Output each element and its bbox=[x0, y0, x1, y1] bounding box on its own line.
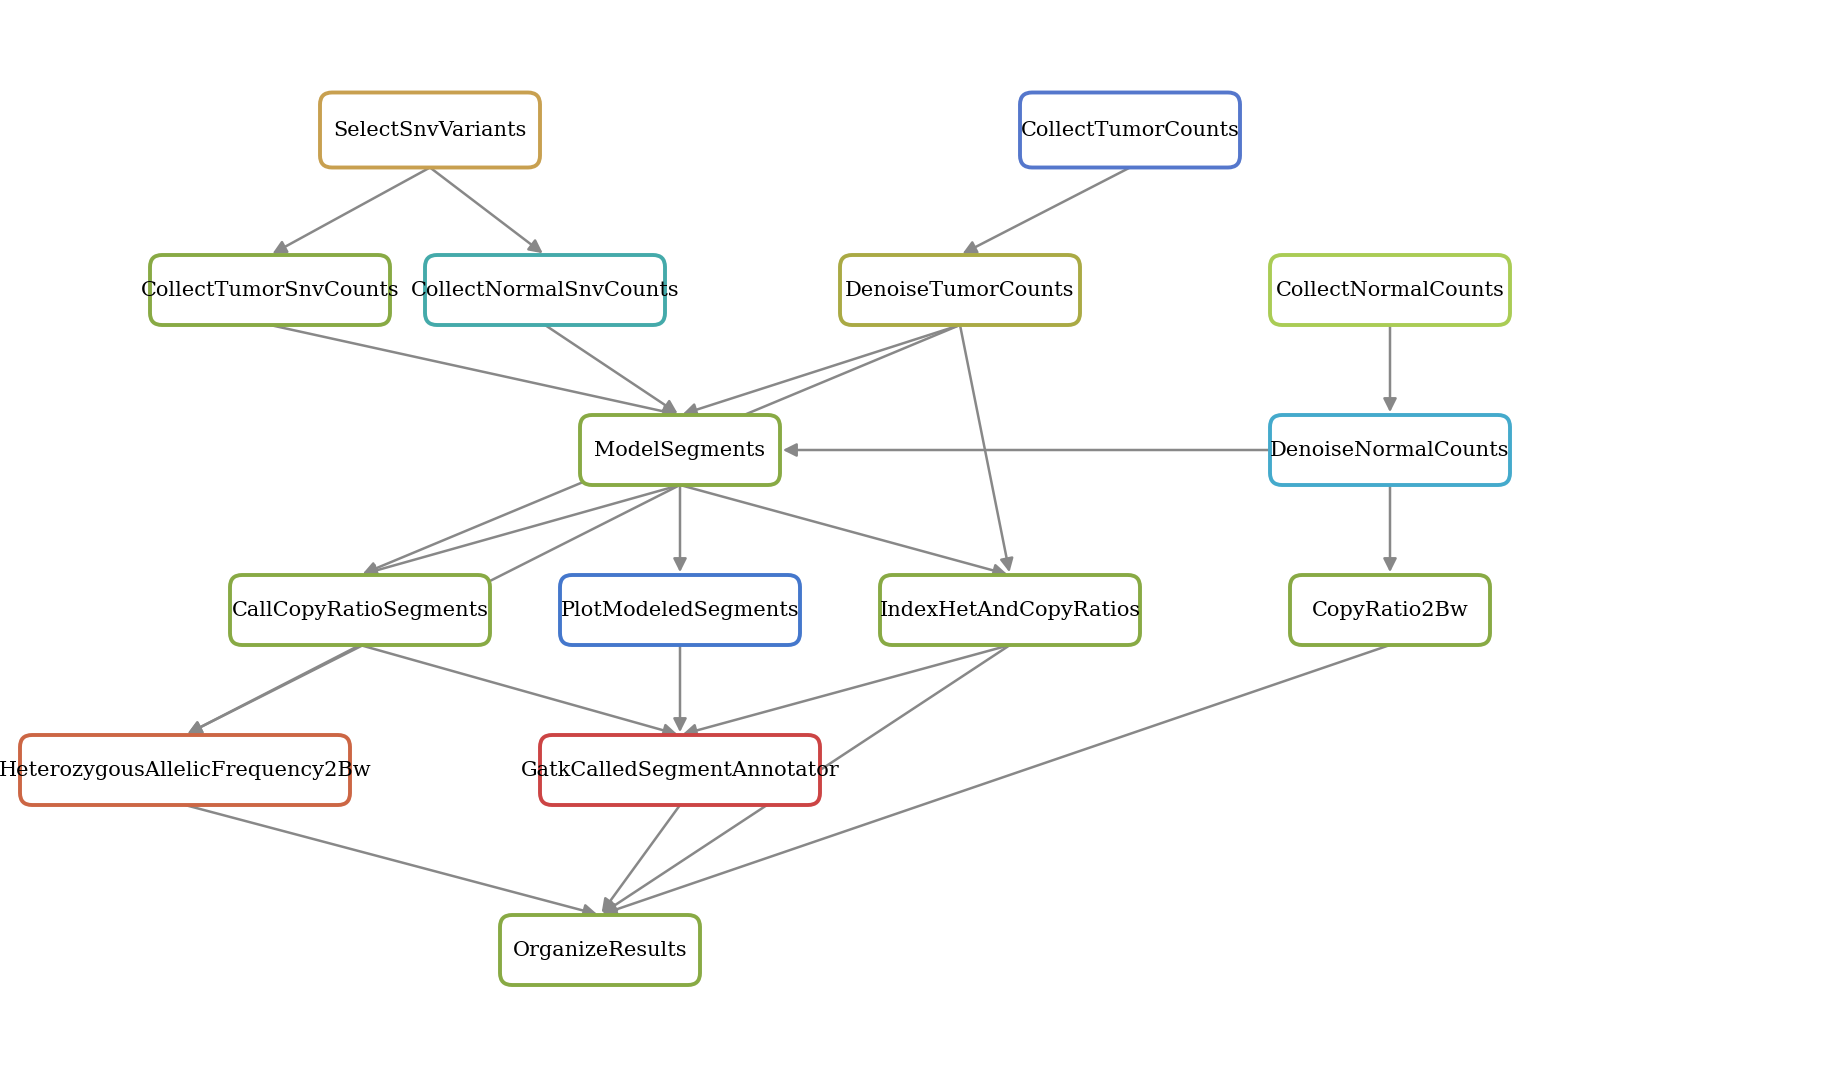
Text: PlotModeledSegments: PlotModeledSegments bbox=[561, 600, 798, 620]
Text: CollectTumorCounts: CollectTumorCounts bbox=[1021, 121, 1239, 139]
FancyBboxPatch shape bbox=[579, 415, 780, 485]
FancyBboxPatch shape bbox=[1289, 575, 1490, 645]
FancyBboxPatch shape bbox=[1269, 415, 1510, 485]
FancyBboxPatch shape bbox=[425, 255, 664, 325]
Text: DenoiseTumorCounts: DenoiseTumorCounts bbox=[844, 281, 1074, 299]
Text: IndexHetAndCopyRatios: IndexHetAndCopyRatios bbox=[879, 600, 1140, 620]
FancyBboxPatch shape bbox=[1019, 93, 1239, 167]
Text: CollectNormalSnvCounts: CollectNormalSnvCounts bbox=[410, 281, 679, 299]
Text: DenoiseNormalCounts: DenoiseNormalCounts bbox=[1269, 441, 1510, 459]
Text: HeterozygousAllelicFrequency2Bw: HeterozygousAllelicFrequency2Bw bbox=[0, 760, 371, 780]
FancyBboxPatch shape bbox=[559, 575, 800, 645]
Text: GatkCalledSegmentAnnotator: GatkCalledSegmentAnnotator bbox=[520, 760, 839, 780]
FancyBboxPatch shape bbox=[20, 735, 349, 805]
Text: ModelSegments: ModelSegments bbox=[594, 441, 765, 459]
Text: CollectNormalCounts: CollectNormalCounts bbox=[1274, 281, 1504, 299]
FancyBboxPatch shape bbox=[500, 915, 699, 985]
FancyBboxPatch shape bbox=[539, 735, 820, 805]
Text: CollectTumorSnvCounts: CollectTumorSnvCounts bbox=[140, 281, 399, 299]
Text: CopyRatio2Bw: CopyRatio2Bw bbox=[1311, 600, 1468, 620]
FancyBboxPatch shape bbox=[840, 255, 1079, 325]
FancyBboxPatch shape bbox=[230, 575, 489, 645]
Text: OrganizeResults: OrganizeResults bbox=[513, 941, 688, 959]
FancyBboxPatch shape bbox=[151, 255, 390, 325]
FancyBboxPatch shape bbox=[879, 575, 1140, 645]
FancyBboxPatch shape bbox=[1269, 255, 1510, 325]
Text: CallCopyRatioSegments: CallCopyRatioSegments bbox=[232, 600, 487, 620]
FancyBboxPatch shape bbox=[320, 93, 539, 167]
Text: SelectSnvVariants: SelectSnvVariants bbox=[333, 121, 526, 139]
